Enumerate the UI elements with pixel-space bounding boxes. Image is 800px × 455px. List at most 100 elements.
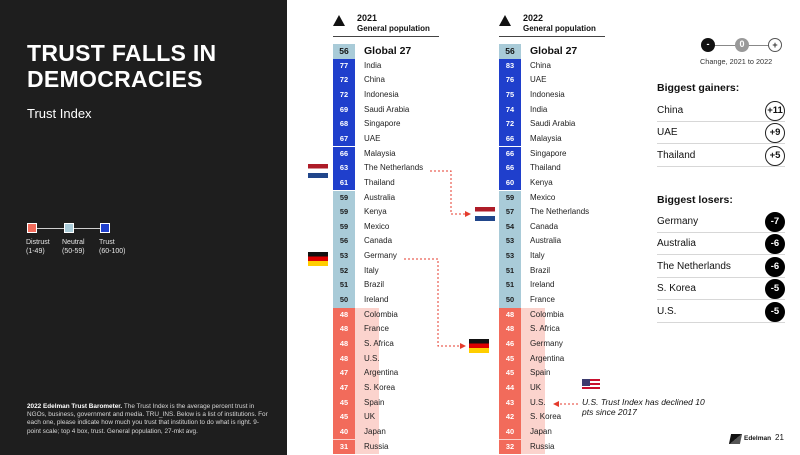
us-flag-icon [582, 379, 600, 391]
country-name: Australia [657, 238, 696, 250]
country-row: 51 Brazil [499, 263, 629, 279]
trust-score: 53 [499, 234, 521, 250]
country-name: Colombia [364, 309, 398, 319]
gainer-row: Thailand +5 [657, 145, 785, 167]
country-name: Mexico [364, 221, 390, 231]
loser-row: The Netherlands -6 [657, 256, 785, 278]
trust-score: 59 [333, 190, 355, 206]
country-name: Saudi Arabia [364, 104, 410, 114]
trust-score: 57 [499, 205, 521, 220]
trust-score: 66 [499, 146, 521, 162]
trust-score: 42 [499, 410, 521, 425]
header-rule [499, 36, 605, 37]
change-badge: -5 [765, 301, 785, 322]
country-name: S. Korea [530, 412, 562, 422]
country-name: Singapore [364, 119, 401, 129]
trust-score: 52 [333, 263, 355, 279]
country-name: Argentina [364, 368, 399, 378]
global-27-row: 56 Global 27 [333, 44, 463, 59]
change-badge: -5 [765, 279, 785, 300]
country-row: 66 Thailand [499, 161, 629, 176]
trust-score: 83 [499, 58, 521, 74]
country-row: 69 Saudi Arabia [333, 102, 463, 118]
country-row: 72 Indonesia [333, 87, 463, 103]
country-name: U.S. [530, 397, 546, 407]
change-badge: +11 [765, 101, 785, 121]
country-row: 53 Germany [333, 249, 463, 264]
netherlands-flag-icon [475, 207, 495, 221]
pyramid-icon [333, 15, 345, 26]
trust-score: 77 [333, 58, 355, 74]
pyramid-icon [499, 15, 511, 26]
country-name: The Netherlands [657, 260, 731, 272]
country-row: 56 Canada [333, 234, 463, 250]
country-row: 44 UK [499, 380, 629, 396]
country-row: 72 China [333, 73, 463, 88]
trust-score: 47 [333, 366, 355, 381]
trust-score: 40 [499, 424, 521, 440]
country-name: Australia [364, 192, 396, 202]
change-badge: +5 [765, 145, 785, 166]
trust-score: 59 [333, 219, 355, 235]
country-name: India [530, 104, 548, 114]
loser-row: Germany -7 [657, 211, 785, 233]
change-badge: -6 [765, 256, 785, 277]
country-name: Spain [530, 368, 551, 378]
trust-score: 66 [499, 161, 521, 176]
country-row: 53 Australia [499, 234, 629, 250]
country-name: Ireland [364, 295, 389, 305]
country-name: Canada [364, 236, 393, 246]
trust-score: 63 [333, 161, 355, 176]
netherlands-flag-icon [308, 164, 328, 178]
trust-score: 48 [333, 351, 355, 367]
country-name: The Netherlands [364, 163, 424, 173]
trust-score: 51 [499, 263, 521, 279]
population-2021: General population [357, 24, 430, 33]
trust-index-2021: 56 Global 27 77 India 72 China 72 Indonesia 69 Sa… [333, 44, 473, 455]
country-row: 66 Singapore [499, 146, 629, 162]
country-row: 48 Colombia [333, 307, 463, 323]
country-row: 40 Japan [333, 424, 463, 440]
page-subtitle: Trust Index [27, 106, 92, 121]
trust-score: 50 [499, 293, 521, 308]
country-name: Argentina [530, 353, 565, 363]
country-name: China [530, 60, 551, 70]
country-row: 46 Germany [499, 337, 629, 352]
trust-score: 50 [333, 293, 355, 308]
country-name: S. Africa [530, 324, 560, 334]
trust-score: 66 [333, 146, 355, 162]
global-27-label: Global 27 [364, 45, 412, 57]
trust-score: 75 [499, 87, 521, 103]
country-name: Indonesia [530, 89, 565, 99]
trust-score: 59 [499, 190, 521, 206]
us-note: U.S. Trust Index has declined 10 pts sin… [582, 397, 705, 417]
country-row: 48 Colombia [499, 307, 629, 323]
country-name: UK [530, 382, 542, 392]
trust-score: 61 [333, 175, 355, 191]
country-name: Indonesia [364, 89, 399, 99]
country-row: 48 U.S. [333, 351, 463, 367]
country-name: China [657, 105, 684, 116]
trust-score: 72 [333, 87, 355, 103]
trust-score: 74 [499, 102, 521, 118]
country-name: Kenya [364, 207, 387, 217]
trust-score: 48 [499, 307, 521, 323]
country-row: 50 France [499, 293, 629, 308]
country-name: Colombia [530, 309, 564, 319]
trust-score: 32 [499, 439, 521, 455]
country-name: UAE [364, 133, 381, 143]
trust-score: 45 [499, 351, 521, 367]
loser-row: U.S. -5 [657, 301, 785, 323]
country-name: Ireland [530, 280, 555, 290]
footnote: 2022 Edelman Trust Barometer. The Trust … [27, 403, 268, 435]
country-row: 48 France [333, 322, 463, 337]
country-name: Japan [530, 426, 552, 436]
plus-icon: + [768, 38, 782, 52]
country-name: India [364, 60, 382, 70]
country-name: Germany [657, 216, 699, 227]
gainers-title: Biggest gainers: [657, 82, 740, 94]
year-2022: 2022 [523, 13, 544, 23]
trust-legend: Distrust (1-49) Neutral (50-59) Trust (60-1… [26, 222, 166, 262]
country-name: UAE [530, 75, 547, 85]
